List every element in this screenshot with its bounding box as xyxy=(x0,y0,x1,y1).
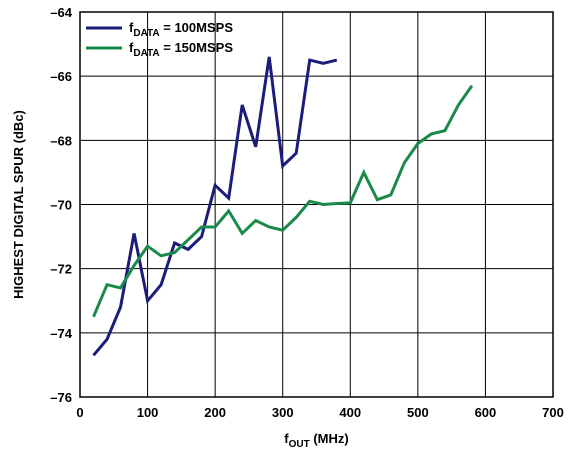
x-tick-label: 700 xyxy=(542,405,564,420)
y-tick-label: –68 xyxy=(50,133,72,148)
y-axis-label: HIGHEST DIGITAL SPUR (dBc) xyxy=(11,110,26,299)
series-lines xyxy=(92,56,474,357)
series-line-1 xyxy=(92,56,338,357)
x-tick-label: 200 xyxy=(204,405,226,420)
x-tick-label: 0 xyxy=(76,405,83,420)
legend-label-2: fDATA = 150MSPS xyxy=(129,40,233,59)
x-tick-label: 100 xyxy=(137,405,159,420)
y-tick-label: –72 xyxy=(50,262,72,277)
y-tick-label: –64 xyxy=(50,5,72,20)
y-tick-label: –74 xyxy=(50,326,72,341)
x-tick-label: 500 xyxy=(407,405,429,420)
y-tick-label: –70 xyxy=(50,198,72,213)
grid xyxy=(79,11,554,398)
x-axis-label: fOUT (MHz) xyxy=(284,431,348,450)
y-tick-labels: –76 –74 –72 –70 –68 –66 –64 xyxy=(50,5,72,405)
x-tick-label: 400 xyxy=(339,405,361,420)
plot-frame xyxy=(79,11,554,398)
x-tick-label: 300 xyxy=(272,405,294,420)
y-tick-label: –76 xyxy=(50,390,72,405)
x-tick-label: 600 xyxy=(475,405,497,420)
series-line-2 xyxy=(92,84,474,318)
y-tick-label: –66 xyxy=(50,69,72,84)
x-tick-labels: 0 100 200 300 400 500 600 700 xyxy=(76,405,563,420)
legend-label-1: fDATA = 100MSPS xyxy=(129,20,233,39)
